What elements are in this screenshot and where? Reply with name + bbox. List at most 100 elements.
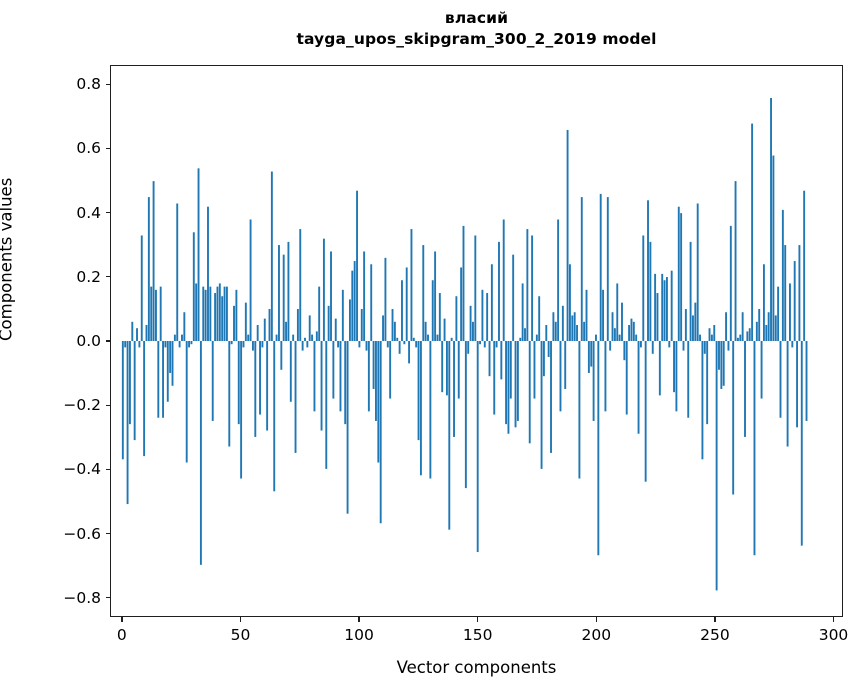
bar [550, 341, 552, 453]
bar [443, 318, 446, 341]
bar [325, 341, 328, 469]
bar [322, 238, 325, 341]
bar [195, 283, 198, 341]
bar [689, 241, 692, 341]
bar [438, 293, 441, 341]
bar [320, 341, 323, 431]
bar [259, 341, 261, 415]
bar [708, 328, 711, 341]
bar [370, 264, 373, 341]
bar [417, 341, 420, 441]
bar [157, 341, 160, 418]
bar [535, 334, 538, 341]
bar [467, 341, 470, 354]
y-tick-label: −0.8 [63, 588, 101, 607]
bar [445, 341, 448, 396]
bar [725, 312, 728, 341]
bar [644, 341, 647, 482]
bar [237, 341, 240, 425]
bar [341, 289, 344, 341]
bar [744, 341, 746, 437]
bar [448, 341, 451, 530]
bar [713, 325, 716, 341]
bar [554, 321, 557, 341]
bar [154, 289, 157, 341]
bar [720, 341, 723, 389]
bar [202, 286, 205, 341]
bar [538, 296, 541, 341]
bar [332, 341, 335, 399]
bar [244, 302, 247, 341]
bar [145, 325, 148, 341]
y-tick-mark [105, 83, 110, 85]
bar [223, 286, 226, 341]
bar [164, 341, 167, 348]
bar [169, 341, 172, 373]
bar [637, 341, 640, 434]
x-axis-label: Vector components [396, 658, 557, 677]
bar [514, 341, 517, 428]
y-tick-label: 0.4 [76, 203, 101, 222]
bar [774, 315, 777, 341]
bar [573, 312, 576, 341]
bar [280, 341, 283, 370]
bar [753, 341, 756, 556]
bar [609, 341, 612, 351]
bar [166, 341, 169, 402]
bar [635, 334, 638, 341]
bar [285, 321, 288, 341]
bar [547, 341, 550, 357]
bar [398, 341, 401, 354]
bar [571, 315, 574, 341]
bar [580, 197, 583, 341]
bar [760, 341, 763, 399]
bar [372, 341, 375, 389]
bar [663, 280, 666, 341]
bar [261, 341, 264, 348]
x-tick-mark [121, 617, 123, 622]
bar [469, 305, 472, 341]
bar [138, 341, 141, 348]
bar [483, 341, 486, 348]
bar [441, 341, 444, 393]
bar [632, 321, 635, 341]
bar [453, 341, 455, 437]
bar [318, 286, 321, 341]
bar [696, 203, 699, 341]
bar [502, 219, 505, 341]
bar [507, 341, 510, 434]
bar [734, 181, 737, 341]
bar [677, 206, 680, 341]
bar [542, 341, 545, 377]
bar [729, 225, 732, 341]
bar [755, 321, 758, 341]
bar [762, 264, 765, 341]
bar [256, 325, 259, 341]
bar [190, 341, 193, 345]
bar [583, 321, 586, 341]
bar [351, 270, 354, 341]
bar [559, 341, 562, 412]
bar [661, 273, 664, 341]
bar [474, 235, 477, 341]
bar [296, 309, 299, 341]
bar [176, 203, 179, 341]
bar [710, 334, 713, 341]
bar [602, 289, 605, 341]
bar [218, 283, 221, 341]
bar [779, 341, 782, 418]
bar [240, 341, 243, 479]
bar [519, 337, 522, 341]
bar [301, 341, 304, 351]
x-tick-mark [239, 617, 242, 622]
y-tick-mark [105, 147, 110, 150]
bar [278, 245, 280, 341]
bar [479, 341, 481, 345]
bar [308, 315, 311, 341]
bar [490, 264, 493, 341]
bar [628, 325, 631, 341]
bar [715, 341, 718, 591]
bar [275, 334, 278, 341]
bar [211, 341, 214, 421]
